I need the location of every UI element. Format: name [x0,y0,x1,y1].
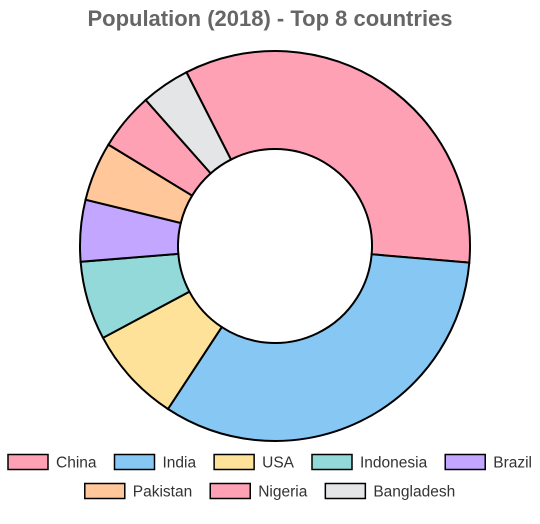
legend-label-nigeria: Nigeria [258,484,307,501]
legend-item-china[interactable]: China [7,453,97,472]
legend-item-indonesia[interactable]: Indonesia [311,453,428,472]
legend-swatch-nigeria [209,482,251,500]
legend-label-bangladesh: Bangladesh [373,484,455,501]
legend-swatch-bangladesh [324,482,367,500]
legend-item-nigeria[interactable]: Nigeria [209,482,308,501]
legend-swatch-china [7,453,49,471]
legend-item-usa[interactable]: USA [213,453,295,472]
legend-item-india[interactable]: India [113,453,197,472]
legend-swatch-usa [213,453,255,471]
slice-china[interactable] [185,50,471,264]
legend-label-usa: USA [262,455,295,472]
slice-india[interactable] [166,253,471,442]
legend-label-china: China [56,455,97,472]
legend-label-pakistan: Pakistan [133,484,192,501]
legend-swatch-pakistan [84,482,126,500]
legend-swatch-indonesia [311,453,353,471]
legend-swatch-india [113,453,156,471]
legend-item-brazil[interactable]: Brazil [444,453,532,472]
legend-item-pakistan[interactable]: Pakistan [84,482,192,501]
legend-label-india: India [163,455,197,472]
legend-label-brazil: Brazil [493,455,532,472]
chart-title: Population (2018) - Top 8 countries [87,6,453,31]
legend-label-indonesia: Indonesia [360,455,428,472]
legend-swatch-brazil [444,453,486,471]
legend-item-bangladesh[interactable]: Bangladesh [324,482,455,501]
slice-bangladesh[interactable] [144,70,233,175]
